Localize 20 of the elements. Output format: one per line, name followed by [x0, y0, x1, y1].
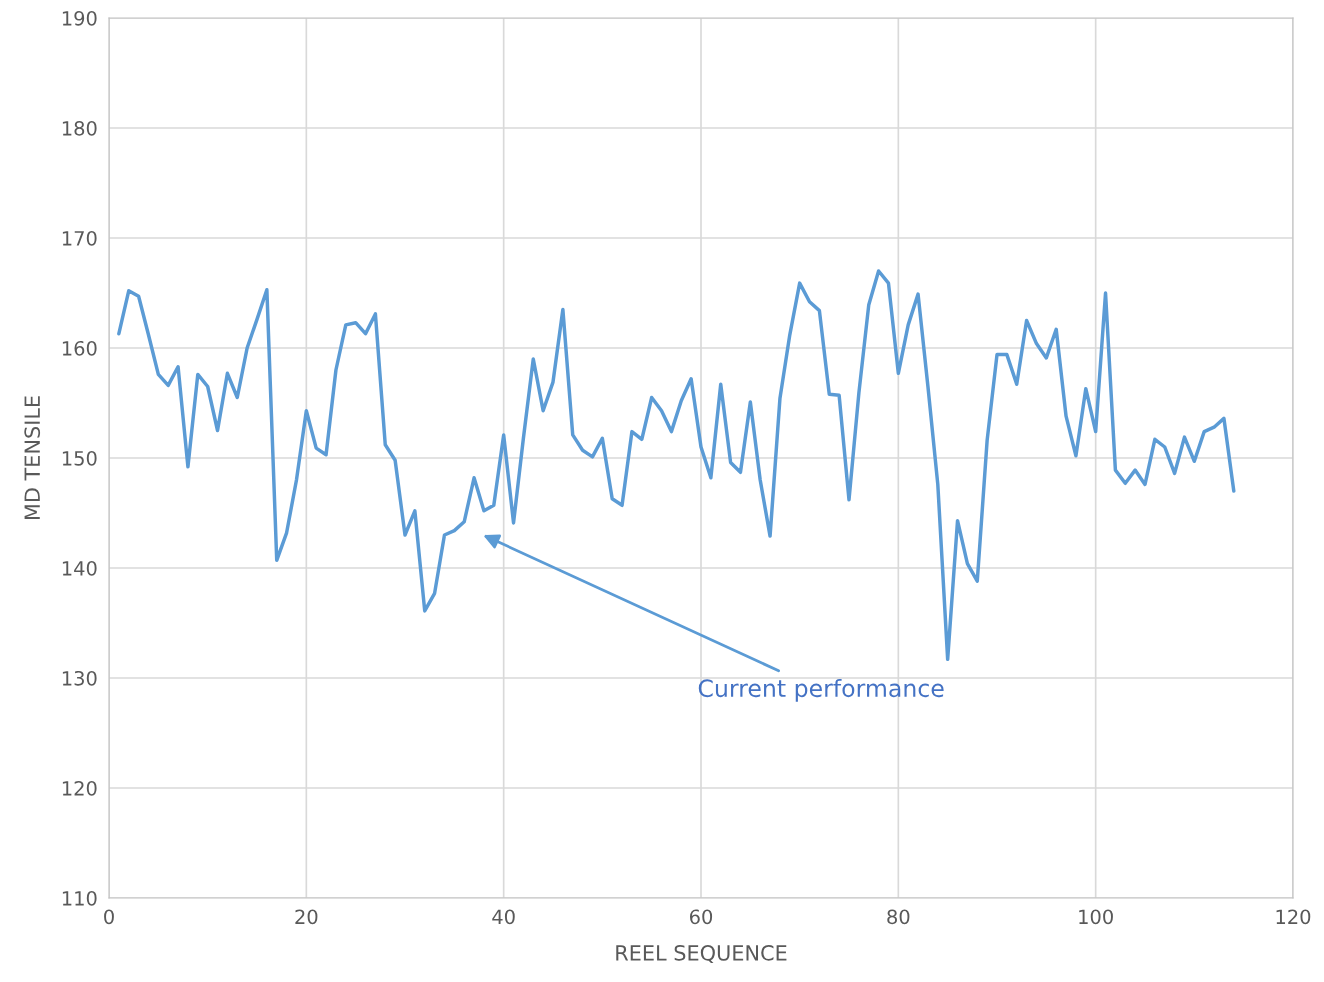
- line-series: [117, 269, 1236, 662]
- x-tick-label: 60: [689, 909, 713, 925]
- y-tick-label: 180: [62, 120, 97, 136]
- x-axis-title: REEL SEQUENCE: [616, 944, 787, 964]
- y-tick-label: 110: [62, 890, 97, 906]
- y-tick-label: 160: [62, 340, 97, 356]
- y-tick-label: 120: [62, 780, 97, 796]
- y-tick-label: 130: [62, 670, 97, 686]
- x-tick-label: 0: [104, 909, 114, 925]
- x-tick-label: 120: [1276, 909, 1311, 925]
- y-tick-label: 190: [62, 10, 97, 26]
- x-tick-label: 40: [492, 909, 515, 925]
- x-tick-label: 20: [295, 909, 318, 925]
- y-tick-label: 140: [62, 560, 97, 576]
- y-tick-label: 170: [62, 230, 97, 246]
- x-tick-label: 100: [1079, 909, 1113, 925]
- x-tick-label: 80: [887, 909, 910, 925]
- annotation: Current performance: [698, 678, 944, 702]
- y-axis-title: MD TENSILE: [24, 396, 41, 520]
- y-tick-label: 150: [62, 450, 97, 466]
